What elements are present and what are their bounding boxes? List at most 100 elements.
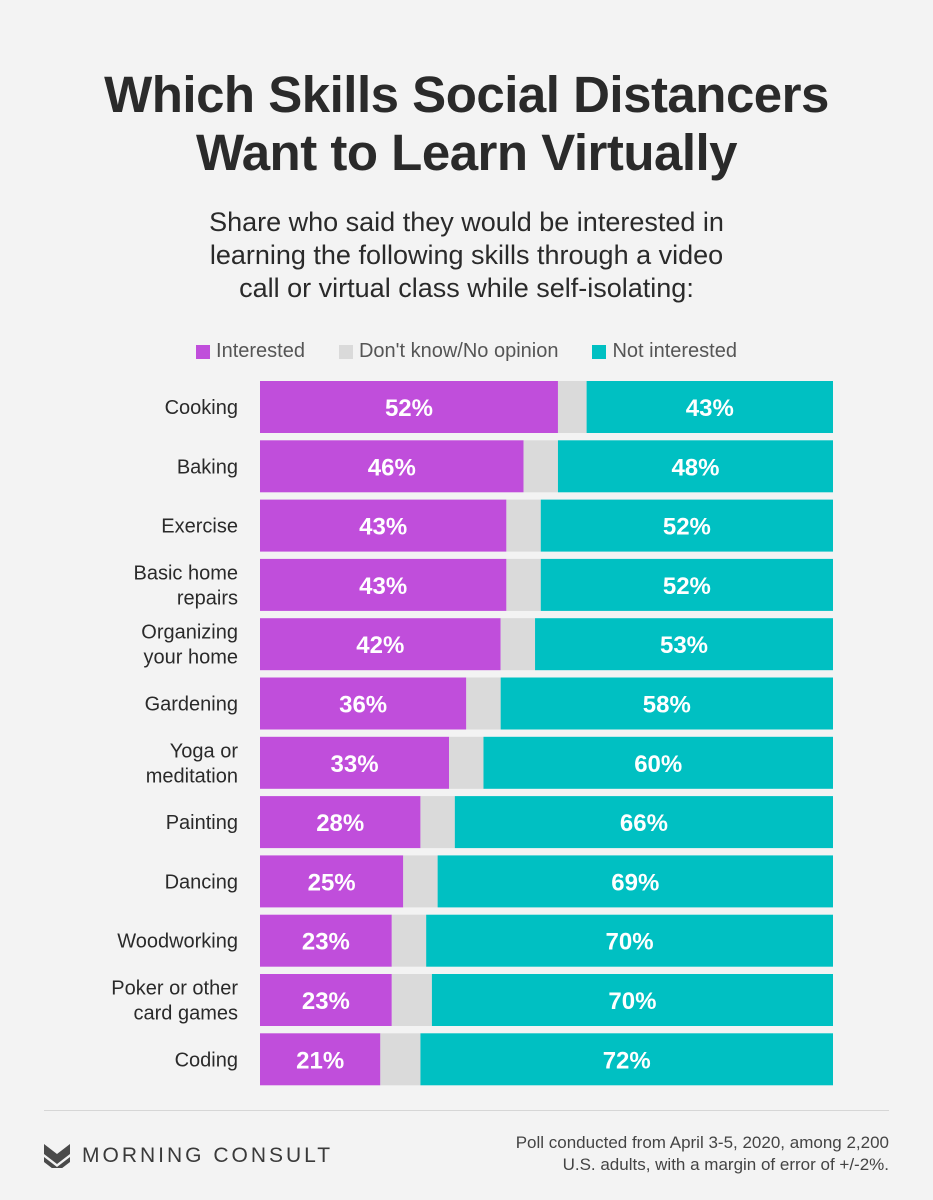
legend-item-dont-know: Don't know/No opinion xyxy=(338,340,559,363)
bar-row: Baking 46% 48% xyxy=(177,440,833,493)
bar-segment-not-interested xyxy=(540,499,833,552)
bar-segment-interested xyxy=(260,1033,381,1086)
bar-row: Dancing 25% 69% xyxy=(165,855,833,908)
bar-row: Yoga or meditation 33% 60% xyxy=(146,736,833,789)
data-label-interested: 43% xyxy=(359,514,407,541)
bar-segment-interested xyxy=(260,440,524,493)
bar-segment-not-interested xyxy=(540,558,833,611)
data-label-interested: 42% xyxy=(356,632,404,659)
legend-swatch-not-interested xyxy=(592,344,607,359)
data-label-not-interested: 66% xyxy=(620,810,668,837)
data-label-not-interested: 48% xyxy=(671,454,719,481)
category-label: Basic home repairs xyxy=(134,562,239,609)
category-label: Yoga or meditation xyxy=(146,740,239,787)
bar-segment-not-interested xyxy=(535,618,833,671)
category-label: Dancing xyxy=(165,871,238,893)
bar-segment-interested xyxy=(260,499,507,552)
data-label-interested: 23% xyxy=(302,988,350,1015)
bar-row: Coding 21% 72% xyxy=(175,1033,833,1086)
bar-segment-dont-know xyxy=(403,855,438,908)
bar-segment-interested xyxy=(260,796,421,849)
category-label: Poker or other card games xyxy=(111,978,238,1025)
data-label-interested: 25% xyxy=(308,869,356,896)
chart-legend: Interested Don't know/No opinion Not int… xyxy=(0,340,933,363)
data-label-not-interested: 53% xyxy=(660,632,708,659)
legend-item-interested: Interested xyxy=(196,340,305,363)
bar-segment-interested xyxy=(260,677,467,730)
legend-label-interested: Interested xyxy=(216,340,305,362)
bar-segment-dont-know xyxy=(380,1033,421,1086)
poll-footnote: Poll conducted from April 3-5, 2020, amo… xyxy=(516,1132,889,1176)
category-label: Woodworking xyxy=(117,931,238,953)
category-label: Baking xyxy=(177,456,238,478)
bar-segment-dont-know xyxy=(523,440,558,493)
bar-segment-interested xyxy=(260,974,392,1026)
data-label-not-interested: 70% xyxy=(606,929,654,956)
title-line-1: Which Skills Social Distancers xyxy=(104,66,829,123)
bar-row: Painting 28% 66% xyxy=(166,796,833,849)
bar-row: Gardening 36% 58% xyxy=(145,677,833,730)
bar-segment-dont-know xyxy=(449,736,484,789)
legend-label-dont-know: Don't know/No opinion xyxy=(358,340,559,362)
legend-swatch-dont-know xyxy=(338,344,353,359)
data-label-interested: 21% xyxy=(296,1047,344,1074)
data-label-not-interested: 52% xyxy=(663,573,711,600)
category-label: Exercise xyxy=(161,516,238,538)
data-label-not-interested: 72% xyxy=(603,1047,651,1074)
footnote-line-2: U.S. adults, with a margin of error of +… xyxy=(562,1155,889,1174)
bar-segment-interested xyxy=(260,558,507,611)
bar-segment-interested xyxy=(260,381,558,433)
footer-divider xyxy=(44,1110,889,1111)
subtitle-line-3: call or virtual class while self-isolati… xyxy=(239,273,694,303)
data-label-not-interested: 52% xyxy=(663,514,711,541)
bar-segment-dont-know xyxy=(500,618,536,671)
category-label: Cooking xyxy=(165,397,238,419)
bar-segment-dont-know xyxy=(466,677,501,730)
bar-row: Cooking 52% 43% xyxy=(165,381,833,433)
category-label: Organizing your home xyxy=(141,622,238,669)
subtitle-line-1: Share who said they would be interested … xyxy=(209,207,724,237)
bar-row: Poker or other card games 23% 70% xyxy=(111,974,833,1026)
bar-segment-not-interested xyxy=(557,440,833,493)
bar-segment-interested xyxy=(260,914,392,967)
data-label-interested: 52% xyxy=(385,395,433,422)
data-label-interested: 23% xyxy=(302,929,350,956)
title-line-2: Want to Learn Virtually xyxy=(195,124,738,181)
footnote-line-1: Poll conducted from April 3-5, 2020, amo… xyxy=(515,1133,889,1152)
category-label: Coding xyxy=(175,1049,238,1071)
bar-segment-not-interested xyxy=(586,381,833,433)
legend-item-not-interested: Not interested xyxy=(592,340,737,363)
bar-segment-interested xyxy=(260,618,501,671)
logo-text: MORNING CONSULT xyxy=(82,1144,334,1167)
bar-segment-dont-know xyxy=(420,796,455,849)
bar-segment-interested xyxy=(260,736,450,789)
chart-subtitle: Share who said they would be interested … xyxy=(0,206,933,305)
data-label-interested: 28% xyxy=(316,810,364,837)
data-label-interested: 36% xyxy=(339,692,387,719)
bar-segment-dont-know xyxy=(391,974,432,1026)
subtitle-line-2: learning the following skills through a … xyxy=(209,240,724,270)
data-label-interested: 43% xyxy=(359,573,407,600)
bar-segment-dont-know xyxy=(391,914,427,967)
bar-segment-not-interested xyxy=(500,677,833,730)
data-label-not-interested: 60% xyxy=(634,751,682,778)
bar-segment-not-interested xyxy=(420,1033,833,1086)
data-label-not-interested: 43% xyxy=(686,395,734,422)
data-label-not-interested: 69% xyxy=(611,869,659,896)
morning-consult-logo: MORNING CONSULT xyxy=(44,1144,333,1168)
data-label-interested: 46% xyxy=(368,454,416,481)
morning-consult-chevron-icon xyxy=(44,1144,70,1168)
bar-segment-not-interested xyxy=(437,855,833,908)
bar-segment-not-interested xyxy=(454,796,833,849)
stacked-bar-chart: Cooking 52% 43% Baking 46% 48% Exercise 43% 52% B… xyxy=(111,381,833,1086)
bar-segment-dont-know xyxy=(506,499,541,552)
category-label: Painting xyxy=(166,812,238,834)
bar-row: Organizing your home 42% 53% xyxy=(141,618,833,671)
bar-segment-not-interested xyxy=(431,974,833,1026)
bar-row: Woodworking 23% 70% xyxy=(117,914,833,967)
bar-segment-interested xyxy=(260,855,404,908)
bar-segment-dont-know xyxy=(557,381,587,433)
data-label-interested: 33% xyxy=(331,751,379,778)
bar-segment-dont-know xyxy=(506,558,541,611)
bar-segment-not-interested xyxy=(483,736,833,789)
